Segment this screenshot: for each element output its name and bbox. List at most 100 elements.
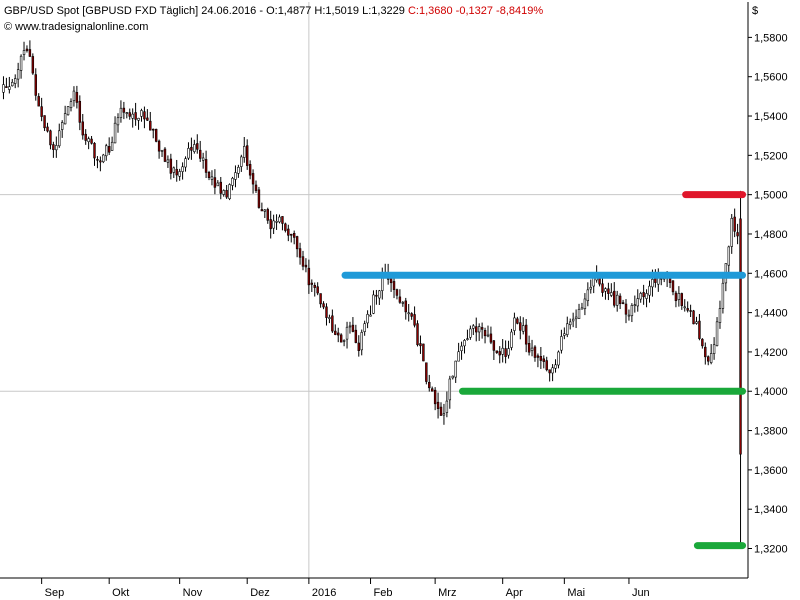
candle-up bbox=[63, 113, 67, 125]
candle-up bbox=[87, 138, 90, 142]
candle-up bbox=[125, 112, 129, 114]
close-change-label: C:1,3680 -0,1327 -8,8419% bbox=[408, 5, 543, 17]
candle-up bbox=[636, 298, 639, 307]
y-tick-label: 1,5400 bbox=[754, 111, 788, 123]
candle-up bbox=[369, 314, 372, 317]
candle-down bbox=[90, 138, 93, 144]
candle-up bbox=[187, 148, 190, 159]
candle-down bbox=[43, 115, 46, 129]
candle-up bbox=[589, 286, 592, 290]
candle-down bbox=[213, 177, 217, 188]
candle-down bbox=[81, 121, 84, 136]
candle-down bbox=[99, 160, 102, 163]
candle-up bbox=[240, 156, 243, 167]
candle-up bbox=[604, 288, 607, 292]
candle-down bbox=[225, 190, 228, 198]
candle-up bbox=[401, 302, 405, 304]
candle-down bbox=[295, 236, 299, 250]
candle-up bbox=[709, 353, 713, 363]
candle-up bbox=[272, 220, 275, 229]
candle-up bbox=[193, 144, 196, 152]
candle-up bbox=[210, 176, 214, 180]
x-tick-label: 2016 bbox=[312, 587, 336, 599]
candle-down bbox=[533, 346, 537, 358]
candle-down bbox=[28, 49, 32, 57]
candle-down bbox=[624, 303, 628, 315]
candle-down bbox=[692, 310, 695, 325]
y-tick-label: 1,5800 bbox=[754, 32, 788, 44]
candle-down bbox=[707, 356, 710, 362]
candle-down bbox=[157, 140, 161, 152]
candle-up bbox=[501, 347, 504, 355]
candle-down bbox=[334, 330, 337, 335]
candle-down bbox=[322, 303, 325, 308]
candle-up bbox=[222, 190, 225, 195]
candle-up bbox=[677, 293, 681, 300]
candle-down bbox=[492, 340, 496, 351]
candle-up bbox=[554, 364, 557, 369]
candle-up bbox=[522, 325, 525, 332]
candle-up bbox=[237, 167, 240, 174]
x-tick-label: Okt bbox=[112, 587, 129, 599]
candle-up bbox=[472, 325, 475, 329]
y-tick-label: 1,5000 bbox=[754, 190, 788, 202]
candle-up bbox=[627, 314, 631, 317]
candle-down bbox=[281, 216, 284, 224]
candle-up bbox=[639, 293, 642, 300]
y-tick-label: 1,5600 bbox=[754, 72, 788, 84]
candle-down bbox=[395, 289, 399, 296]
candle-up bbox=[278, 216, 281, 223]
levels-layer bbox=[341, 191, 747, 550]
candle-down bbox=[375, 294, 378, 297]
candle-down bbox=[37, 96, 40, 107]
candle-up bbox=[448, 378, 452, 401]
candle-down bbox=[325, 306, 328, 318]
candle-up bbox=[469, 328, 472, 338]
candle-down bbox=[733, 216, 736, 232]
candle-down bbox=[143, 111, 146, 120]
y-tick-label: 1,4400 bbox=[754, 308, 788, 320]
candle-down bbox=[25, 48, 29, 51]
candle-down bbox=[483, 330, 487, 337]
candle-down bbox=[122, 107, 126, 113]
candle-down bbox=[404, 300, 407, 313]
candle-up bbox=[486, 334, 490, 337]
candle-down bbox=[266, 209, 269, 221]
y-tick-label: 1,3600 bbox=[754, 465, 788, 477]
candle-down bbox=[668, 278, 672, 283]
candle-down bbox=[601, 283, 604, 293]
candle-down bbox=[107, 146, 111, 153]
candle-down bbox=[524, 324, 528, 345]
candle-down bbox=[416, 323, 419, 346]
candle-down bbox=[31, 56, 35, 74]
candle-up bbox=[234, 172, 237, 180]
candle-down bbox=[78, 100, 82, 123]
candle-up bbox=[228, 184, 231, 199]
candle-up bbox=[2, 84, 5, 93]
candle-up bbox=[551, 367, 554, 374]
candle-down bbox=[674, 292, 678, 302]
candle-down bbox=[339, 334, 343, 343]
chart-header: GBP/USD Spot [GBPUSD FXD Täglich] 24.06.… bbox=[4, 5, 543, 17]
candle-down bbox=[304, 264, 308, 268]
candle-up bbox=[563, 333, 566, 336]
instrument-label: GBP/USD Spot [GBPUSD FXD Täglich] 24.06.… bbox=[4, 5, 266, 17]
candle-down bbox=[618, 295, 622, 304]
candle-up bbox=[172, 167, 175, 173]
candle-up bbox=[58, 130, 61, 147]
candle-up bbox=[566, 323, 569, 335]
candle-down bbox=[542, 358, 545, 362]
candle-down bbox=[436, 401, 440, 409]
candle-down bbox=[169, 158, 173, 174]
candle-up bbox=[184, 158, 187, 168]
candle-down bbox=[163, 148, 167, 162]
candle-down bbox=[310, 282, 314, 285]
candle-up bbox=[615, 294, 619, 306]
candle-down bbox=[199, 149, 202, 159]
candle-down bbox=[516, 318, 519, 324]
candle-down bbox=[527, 343, 531, 353]
candle-up bbox=[721, 282, 725, 309]
candle-down bbox=[354, 329, 358, 343]
candle-up bbox=[648, 285, 651, 296]
candle-up bbox=[460, 345, 463, 352]
